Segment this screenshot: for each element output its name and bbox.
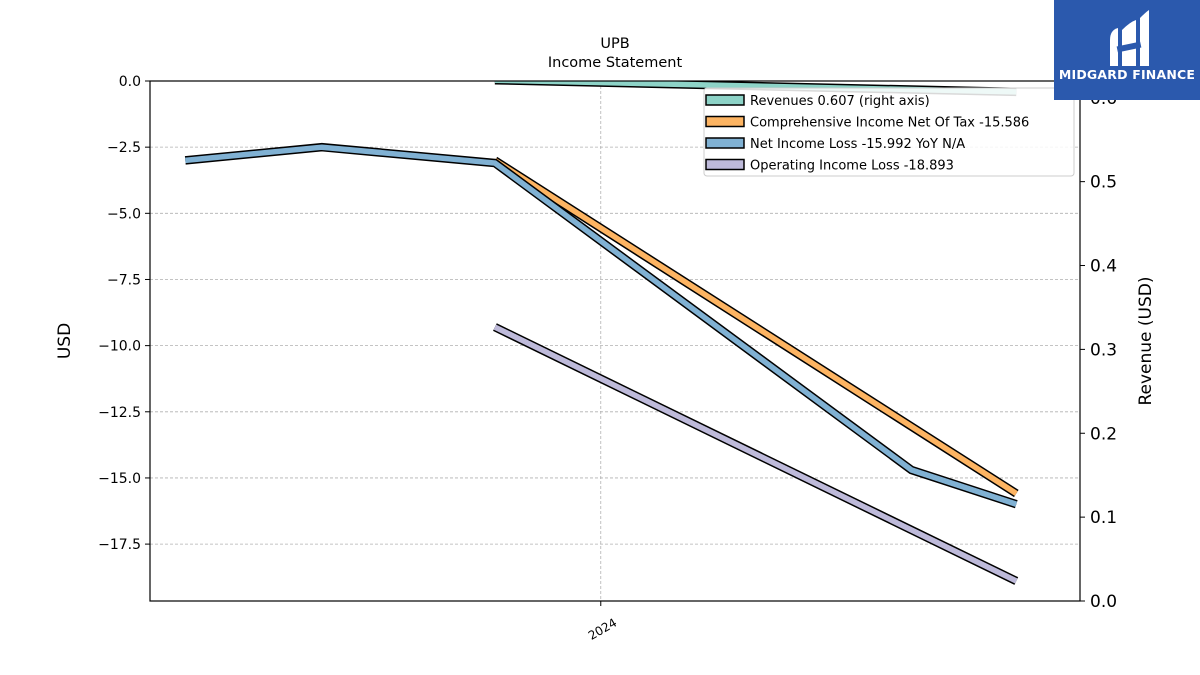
y2-tick-label: 0.5 — [1090, 173, 1117, 193]
series-line — [493, 324, 1018, 584]
y-tick-label: −12.5 — [98, 405, 141, 421]
y2-tick-label: 0.0 — [1090, 592, 1117, 612]
y2-tick-label: 0.1 — [1090, 508, 1117, 528]
y2-axis-label: Revenue (USD) — [1136, 276, 1156, 405]
axes: 0.0 −2.5 −5.0 −7.5 −10.0 −12.5 −15.0 −17.5 0.0 0.… — [98, 74, 1117, 643]
legend-swatch — [705, 94, 745, 106]
series-comprehensive-income-net-of-tax — [492, 156, 1019, 498]
y-tick-label: −15.0 — [98, 471, 141, 487]
legend-label: Revenues 0.607 (right axis) — [750, 94, 930, 109]
y-tick-label: −17.5 — [98, 537, 141, 553]
y2-tick-label: 0.3 — [1090, 340, 1117, 360]
logo-mark-icon — [1110, 10, 1149, 66]
y-tick-label: −7.5 — [107, 272, 141, 288]
y-tick-label: −10.0 — [98, 339, 141, 355]
chart-subtitle: Income Statement — [548, 55, 683, 71]
series-operating-income-loss — [493, 323, 1019, 585]
y2-tick-label: 0.4 — [1090, 257, 1117, 277]
legend-box — [703, 87, 1075, 177]
legend-swatch — [705, 137, 745, 149]
brand-logo: MIDGARD FINANCE — [1054, 0, 1200, 100]
y2-tick-label: 0.2 — [1090, 424, 1117, 444]
chart-title: UPB — [600, 36, 629, 52]
legend-swatch — [705, 158, 745, 171]
x-tick-label: 2024 — [586, 615, 619, 642]
logo-text: MIDGARD FINANCE — [1058, 67, 1196, 82]
y-tick-label: 0.0 — [119, 74, 141, 90]
legend: Revenues 0.607 (right axis) Comprehensive… — [703, 87, 1075, 177]
legend-label: Net Income Loss -15.992 YoY N/A — [750, 137, 965, 152]
y-tick-label: −5.0 — [107, 206, 141, 222]
series-line — [493, 158, 1018, 496]
legend-swatch — [705, 115, 745, 128]
plot-frame — [149, 80, 1081, 602]
legend-label: Operating Income Loss -18.893 — [750, 159, 954, 174]
legend-label: Comprehensive Income Net Of Tax -15.586 — [750, 116, 1029, 131]
series-line — [185, 144, 1018, 507]
y-tick-label: −2.5 — [107, 140, 141, 156]
y-axis-label: USD — [55, 323, 75, 359]
series-net-income-loss — [184, 142, 1018, 509]
